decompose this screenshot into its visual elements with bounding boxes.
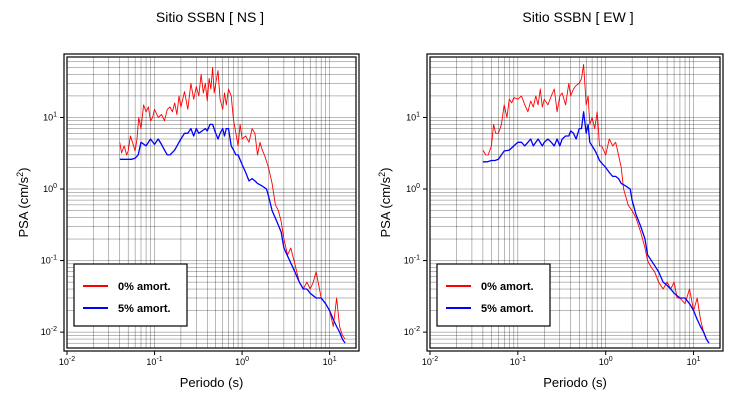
- series-line-0pct-amort: [119, 67, 346, 340]
- legend-box: [436, 263, 551, 327]
- grid: [430, 57, 720, 348]
- legend-label: 5% amort.: [118, 303, 171, 315]
- x-tick-label: 100: [235, 356, 249, 367]
- chart-panel-ns: 10-2 10-1 100 101 10-2 10-1 100 101 Sitio SSBN […: [15, 9, 360, 390]
- chart-panel-ew: 10-2 10-1 100 101 10-2 10-1 100 101 Sitio SSBN […: [377, 9, 724, 390]
- y-tick-label: 10-2: [41, 326, 57, 337]
- x-tick-label: 10-1: [510, 356, 526, 367]
- y-tick-label: 100: [406, 183, 420, 194]
- x-axis-label: Periodo (s): [180, 375, 244, 390]
- y-tick-label: 101: [43, 111, 57, 122]
- x-tick-label: 101: [323, 356, 337, 367]
- y-tick-label: 101: [406, 111, 420, 122]
- series-line-5pct-amort: [482, 111, 710, 344]
- y-axis-label: PSA (cm/s2): [377, 167, 393, 237]
- legend-label: 5% amort.: [481, 303, 534, 315]
- y-tick-label: 100: [43, 183, 57, 194]
- legend: 0% amort. 5% amort.: [73, 263, 188, 327]
- x-tick-label: 10-2: [422, 356, 438, 367]
- x-tick-label: 101: [687, 356, 701, 367]
- chart-title: Sitio SSBN [ NS ]: [156, 9, 264, 25]
- legend-label: 0% amort.: [481, 281, 534, 293]
- plot-frame-outer: [426, 53, 724, 352]
- plot-frame: [66, 56, 357, 349]
- y-tick-label: 10-2: [404, 326, 420, 337]
- plot-frame: [429, 56, 721, 349]
- legend: 0% amort. 5% amort.: [436, 263, 551, 327]
- y-tick-label: 10-1: [41, 255, 57, 266]
- x-tick-label: 100: [599, 356, 613, 367]
- series-line-0pct-amort: [482, 64, 710, 344]
- y-axis-label: PSA (cm/s2): [15, 167, 31, 237]
- plot-frame-outer: [63, 53, 360, 352]
- series-line-5pct-amort: [119, 123, 346, 344]
- x-tick-label: 10-1: [146, 356, 162, 367]
- y-tick-label: 10-1: [404, 255, 420, 266]
- chart-title: Sitio SSBN [ EW ]: [522, 9, 633, 25]
- legend-box: [73, 263, 188, 327]
- x-tick-label: 10-2: [59, 356, 75, 367]
- x-axis-label: Periodo (s): [543, 375, 607, 390]
- legend-label: 0% amort.: [118, 281, 171, 293]
